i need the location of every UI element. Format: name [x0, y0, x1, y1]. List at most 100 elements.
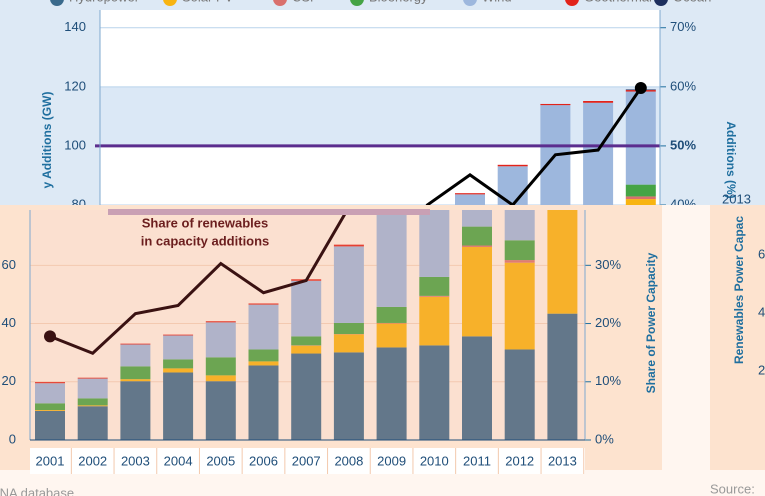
bar-segment [35, 410, 65, 411]
share-line [425, 87, 643, 205]
bar-segment [35, 410, 65, 440]
y2-tick-label: 60% [670, 78, 696, 93]
bar-segment [291, 353, 322, 440]
bar-segment [333, 352, 364, 440]
annotation-bar [108, 209, 430, 215]
bar-segment [419, 345, 450, 440]
bar-segment [77, 405, 108, 407]
legend-swatch [50, 0, 64, 6]
bar-segment [504, 349, 535, 440]
x-tick-label: 2009 [377, 453, 406, 468]
bar-segment [291, 280, 322, 337]
y-axis-title: y Additions (GW) [40, 92, 54, 189]
legend-swatch [163, 0, 177, 6]
bar-segment [462, 246, 492, 337]
x-tick-label: 2013 [548, 453, 577, 468]
legend-label: Geothermal [584, 0, 652, 4]
bar-segment [205, 357, 236, 376]
bar-segment [333, 244, 364, 247]
corner-text: 2013 [722, 191, 751, 206]
bar-segment [163, 334, 194, 336]
bar-segment [547, 313, 578, 440]
bar-segment [504, 262, 535, 350]
legend-label: Solar PV [182, 0, 234, 4]
bar-segment [35, 383, 65, 404]
x-tick-label: 2001 [36, 453, 65, 468]
bar-segment [547, 210, 578, 314]
bar-segment [419, 295, 450, 297]
bar-segment [462, 226, 492, 246]
bar-segment [248, 303, 279, 305]
bar-segment [205, 321, 236, 323]
bar-segment [376, 210, 407, 307]
legend-label: Bioenergy [369, 0, 428, 4]
bar-segment [540, 103, 571, 106]
legend-swatch [350, 0, 364, 6]
bar-segment [583, 101, 614, 103]
bar-segment [163, 368, 194, 373]
bar-segment [163, 359, 194, 369]
side-tick-label: 6 [758, 246, 765, 261]
bar-segment [77, 406, 108, 440]
x-tick-label: 2003 [121, 453, 150, 468]
bar-segment [291, 345, 322, 354]
legend-swatch [565, 0, 579, 6]
bar-segment [35, 382, 65, 384]
bar-segment [120, 344, 151, 367]
bar-segment [419, 296, 450, 346]
bar-segment [504, 210, 535, 241]
bar-segment [248, 349, 279, 362]
annotation: Share of renewables [142, 215, 268, 230]
bar-segment [205, 322, 236, 358]
x-tick-label: 2005 [206, 453, 235, 468]
bar-segment [376, 306, 407, 323]
side-axis-title: Renewables Power Capac [732, 216, 746, 364]
side-tick-label: 2 [758, 362, 765, 377]
bar-segment [120, 379, 151, 382]
share-line-group [49, 210, 349, 355]
bar-segment [77, 378, 108, 399]
legend-label: CSP [292, 0, 319, 4]
x-tick-label: 2010 [420, 453, 449, 468]
legend-swatch [654, 0, 668, 6]
x-tick-label: 2006 [249, 453, 278, 468]
legend-label: Hydropower [69, 0, 140, 4]
bar-segment [419, 210, 450, 277]
y-tick-label: 60 [2, 257, 16, 272]
y-tick-label: 140 [64, 19, 86, 34]
bar-segment [120, 366, 151, 380]
bar-segment [419, 276, 450, 296]
side-tick-label: 4 [758, 304, 765, 319]
annotation: in capacity additions [141, 233, 270, 248]
y2-tick-label: 30% [595, 257, 621, 272]
bar-segment [462, 245, 492, 247]
footer: IRENA database [0, 485, 74, 496]
y-tick-label: 20 [2, 373, 16, 388]
bar-segment [163, 335, 194, 360]
y2-tick-label: 50% [670, 137, 696, 152]
bar-segment [497, 164, 528, 167]
bar-segment [625, 199, 656, 205]
bar-segment [504, 260, 535, 263]
bar-segment [333, 322, 364, 335]
x-tick-label: 2007 [292, 453, 321, 468]
y2-axis-title: Share of Power Capacity [644, 252, 658, 393]
y2-tick-label: 20% [595, 315, 621, 330]
top-band [100, 87, 660, 146]
share-dot [634, 82, 647, 94]
bar-segment [462, 210, 492, 227]
bar-segment [248, 304, 279, 350]
side-panel [710, 205, 765, 470]
bar-segment [504, 240, 535, 261]
legend-label: Ocean [673, 0, 711, 4]
bar-segment [376, 323, 407, 348]
bar-segment [163, 372, 194, 440]
y2-tick-label: 0% [595, 431, 614, 446]
bar-segment [77, 398, 108, 406]
bar-segment [120, 381, 151, 440]
bar-segment [376, 347, 407, 440]
bar-segment [625, 91, 656, 185]
y-tick-label: 100 [64, 137, 86, 152]
bar-segment [333, 246, 364, 323]
